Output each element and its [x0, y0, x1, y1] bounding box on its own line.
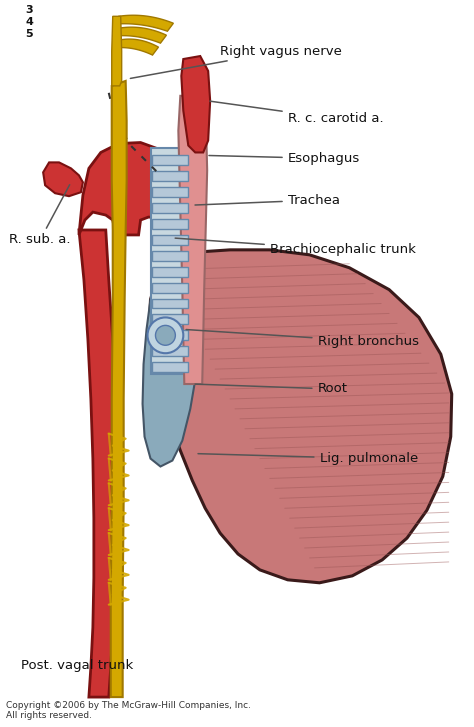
Text: Right vagus nerve: Right vagus nerve: [130, 44, 342, 79]
Text: Brachiocephalic trunk: Brachiocephalic trunk: [175, 238, 416, 257]
Polygon shape: [153, 156, 188, 165]
Text: Copyright ©2006 by The McGraw-Hill Companies, Inc.
All rights reserved.: Copyright ©2006 by The McGraw-Hill Compa…: [6, 701, 251, 720]
Text: R. c. carotid a.: R. c. carotid a.: [210, 101, 383, 125]
Text: R. sub. a.: R. sub. a.: [9, 185, 71, 246]
Text: Lig. pulmonale: Lig. pulmonale: [198, 452, 418, 465]
Polygon shape: [143, 270, 202, 467]
Polygon shape: [153, 315, 188, 324]
Polygon shape: [182, 56, 210, 153]
Polygon shape: [153, 330, 188, 340]
Polygon shape: [153, 362, 188, 372]
Text: Right bronchus: Right bronchus: [186, 329, 419, 348]
Text: Trachea: Trachea: [195, 193, 340, 206]
Polygon shape: [153, 235, 188, 245]
Polygon shape: [153, 267, 188, 277]
Polygon shape: [43, 162, 83, 196]
Polygon shape: [153, 219, 188, 229]
Text: Post. vagal trunk: Post. vagal trunk: [21, 659, 134, 672]
Polygon shape: [113, 15, 173, 31]
Circle shape: [147, 318, 183, 353]
Polygon shape: [153, 299, 188, 308]
Text: Root: Root: [195, 382, 347, 395]
Polygon shape: [153, 203, 188, 213]
Text: Esophagus: Esophagus: [209, 152, 360, 165]
Polygon shape: [153, 346, 188, 356]
Text: 5: 5: [25, 29, 33, 39]
Polygon shape: [79, 142, 185, 235]
Text: 3: 3: [25, 5, 33, 15]
Polygon shape: [178, 96, 207, 384]
Polygon shape: [113, 27, 166, 43]
Polygon shape: [113, 39, 158, 55]
Polygon shape: [153, 172, 188, 181]
Polygon shape: [149, 250, 452, 583]
Polygon shape: [153, 283, 188, 292]
Polygon shape: [151, 148, 190, 374]
Circle shape: [155, 326, 175, 345]
Polygon shape: [79, 230, 117, 697]
Polygon shape: [153, 188, 188, 197]
Polygon shape: [111, 81, 127, 697]
Polygon shape: [112, 16, 122, 86]
Polygon shape: [153, 251, 188, 261]
Text: 4: 4: [25, 17, 33, 27]
